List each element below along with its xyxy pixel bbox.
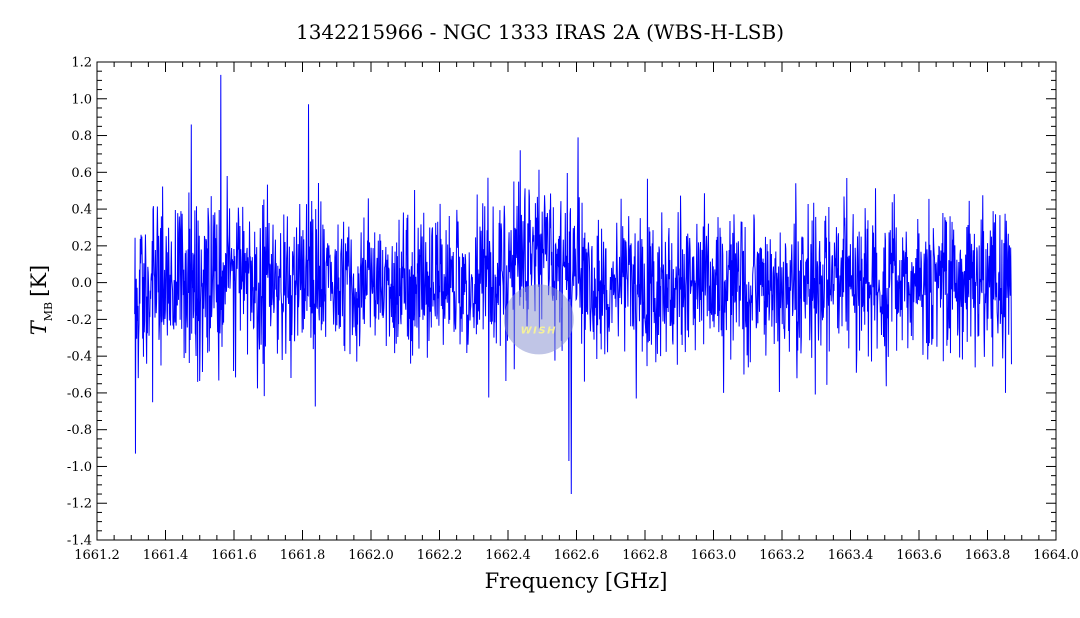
y-axis-label: TMB [K] (27, 265, 55, 335)
y-tick-label: 0.4 (71, 203, 92, 218)
wish-logo-text: WISH (521, 325, 557, 336)
y-tick-label: -1.0 (67, 460, 92, 475)
x-tick-label: 1663.6 (896, 548, 942, 563)
y-tick-label: -1.4 (67, 534, 92, 549)
x-axis-ticks: 1661.2 1661.4 1661.6 1661.8 1662.0 1662.2 1662… (74, 62, 1079, 563)
y-tick-label: 0.6 (71, 166, 92, 181)
x-tick-label: 1662.8 (622, 548, 668, 563)
x-tick-label: 1662.4 (485, 548, 531, 563)
y-axis-label-unit: [K] (27, 265, 51, 297)
y-tick-label: -1.2 (67, 497, 92, 512)
spectrum-trace (134, 74, 1012, 495)
y-tick-label: -0.8 (67, 423, 92, 438)
x-axis-label: Frequency [GHz] (485, 569, 668, 593)
y-tick-label: 0.8 (71, 129, 92, 144)
wish-logo: WISH (503, 284, 574, 355)
y-tick-label: -0.4 (67, 350, 92, 365)
x-tick-label: 1661.8 (280, 548, 326, 563)
x-tick-label: 1663.2 (759, 548, 805, 563)
x-tick-label: 1661.6 (211, 548, 257, 563)
x-tick-label: 1663.4 (828, 548, 874, 563)
wish-logo-circle (503, 284, 574, 355)
y-tick-label: 1.0 (71, 92, 92, 107)
y-tick-label: 1.2 (71, 56, 92, 71)
y-axis-label-subscript: MB (42, 302, 55, 321)
x-tick-label: 1661.4 (143, 548, 189, 563)
chart-title: 1342215966 - NGC 1333 IRAS 2A (WBS-H-LSB… (296, 20, 784, 44)
y-tick-label: -0.6 (67, 386, 92, 401)
x-tick-label: 1661.2 (74, 548, 120, 563)
y-tick-label: 0.0 (71, 276, 92, 291)
y-tick-label: -0.2 (67, 313, 92, 328)
y-axis-ticks: -1.4 -1.2 -1.0 -0.8 -0.6 -0.4 -0.2 0.0 0.2 0.4 0.6… (67, 56, 1056, 549)
plot-area: -1.4 -1.2 -1.0 -0.8 -0.6 -0.4 -0.2 0.0 0.2 0.4 0.6… (67, 56, 1079, 564)
y-tick-label: 0.2 (71, 239, 92, 254)
x-tick-label: 1662.2 (417, 548, 463, 563)
x-tick-label: 1663.8 (965, 548, 1011, 563)
x-tick-label: 1662.6 (554, 548, 600, 563)
x-tick-label: 1663.0 (691, 548, 737, 563)
x-tick-label: 1662.0 (348, 548, 394, 563)
y-axis-label-main: T (27, 319, 51, 335)
x-tick-label: 1664.0 (1033, 548, 1079, 563)
